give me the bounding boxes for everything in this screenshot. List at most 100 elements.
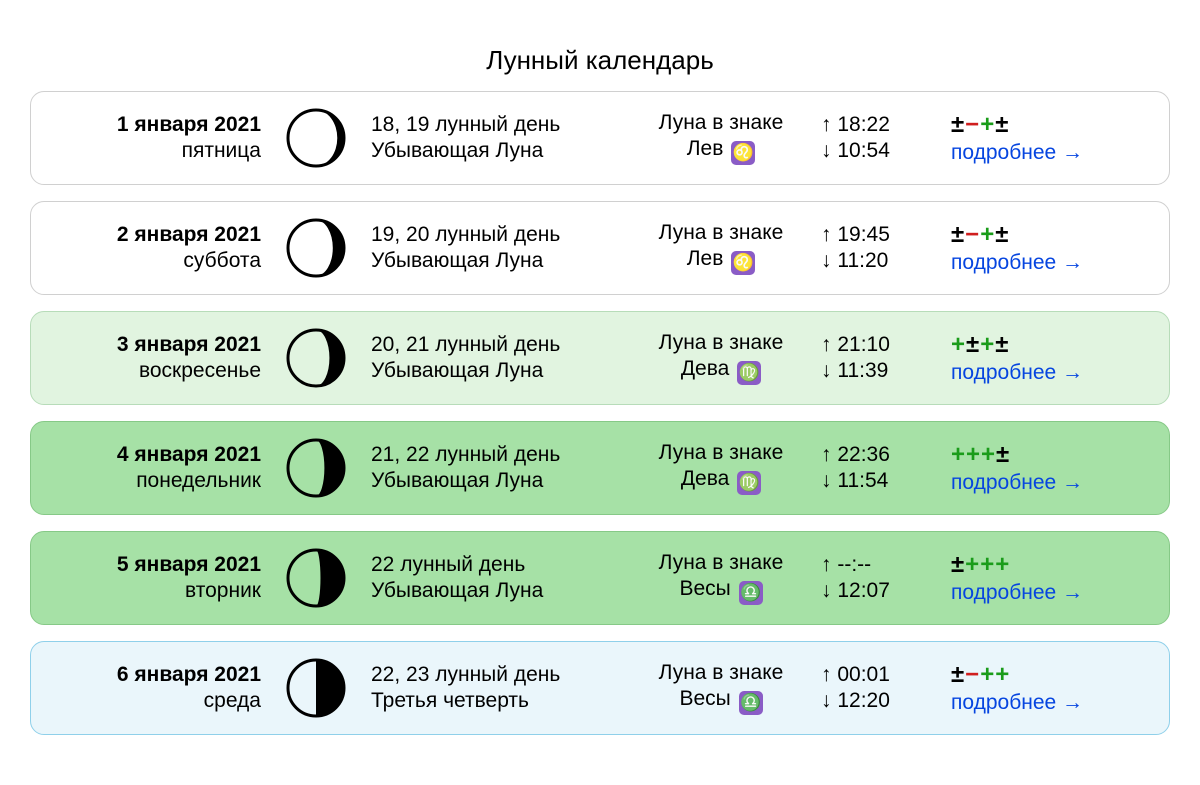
- times-column: ↑ 18:22 ↓ 10:54: [821, 113, 941, 163]
- sign-label: Луна в знаке: [621, 111, 821, 135]
- sign-label: Луна в знаке: [621, 221, 821, 245]
- up-arrow-icon: ↑: [821, 553, 832, 576]
- moonrise-time: ↑ 00:01: [821, 663, 941, 687]
- more-link[interactable]: подробнее →: [951, 581, 1149, 605]
- rating-symbols: ±+++: [951, 551, 1149, 579]
- sign-label: Луна в знаке: [621, 551, 821, 575]
- more-link[interactable]: подробнее →: [951, 361, 1149, 385]
- up-arrow-icon: ↑: [821, 223, 832, 246]
- more-link[interactable]: подробнее →: [951, 251, 1149, 275]
- date-column: 6 января 2021 среда: [51, 663, 271, 713]
- zodiac-icon: ♌: [731, 141, 755, 165]
- zodiac-icon: ♍: [737, 361, 761, 385]
- sign-label: Луна в знаке: [621, 331, 821, 355]
- sign-column: Луна в знаке Весы ♎: [621, 551, 821, 605]
- lunar-day-text: 20, 21 лунный день: [371, 333, 621, 357]
- phase-text: Убывающая Луна: [371, 469, 621, 493]
- phase-text: Убывающая Луна: [371, 579, 621, 603]
- day-card: 1 января 2021 пятница 18, 19 лунный день…: [30, 91, 1170, 185]
- rating-symbols: ±−+±: [951, 111, 1149, 139]
- arrow-right-icon: →: [1062, 141, 1083, 164]
- rating-symbols: +±+±: [951, 331, 1149, 359]
- more-link[interactable]: подробнее →: [951, 141, 1149, 165]
- rating-symbols: ±−++: [951, 661, 1149, 689]
- moonrise-time: ↑ 19:45: [821, 223, 941, 247]
- weekday-text: суббота: [51, 249, 261, 273]
- zodiac-icon: ♌: [731, 251, 755, 275]
- lunar-column: 22 лунный день Убывающая Луна: [361, 553, 621, 603]
- lunar-day-text: 21, 22 лунный день: [371, 443, 621, 467]
- down-arrow-icon: ↓: [821, 579, 832, 602]
- sign-name: Дева ♍: [621, 357, 821, 385]
- moon-phase-icon: [271, 218, 361, 278]
- rating-symbols: ±−+±: [951, 221, 1149, 249]
- zodiac-icon: ♎: [739, 691, 763, 715]
- moonset-time: ↓ 11:39: [821, 359, 941, 383]
- up-arrow-icon: ↑: [821, 663, 832, 686]
- up-arrow-icon: ↑: [821, 333, 832, 356]
- date-text: 5 января 2021: [51, 553, 261, 577]
- arrow-right-icon: →: [1062, 581, 1083, 604]
- phase-text: Убывающая Луна: [371, 359, 621, 383]
- weekday-text: воскресенье: [51, 359, 261, 383]
- down-arrow-icon: ↓: [821, 139, 832, 162]
- sign-column: Луна в знаке Весы ♎: [621, 661, 821, 715]
- lunar-day-text: 18, 19 лунный день: [371, 113, 621, 137]
- moon-phase-icon: [271, 438, 361, 498]
- zodiac-icon: ♍: [737, 471, 761, 495]
- arrow-right-icon: →: [1062, 251, 1083, 274]
- right-column: +±+± подробнее →: [941, 331, 1149, 385]
- sign-column: Луна в знаке Лев ♌: [621, 221, 821, 275]
- moon-phase-icon: [271, 328, 361, 388]
- right-column: ±−++ подробнее →: [941, 661, 1149, 715]
- moonrise-time: ↑ 21:10: [821, 333, 941, 357]
- date-column: 3 января 2021 воскресенье: [51, 333, 271, 383]
- phase-text: Убывающая Луна: [371, 139, 621, 163]
- date-text: 3 января 2021: [51, 333, 261, 357]
- moonset-time: ↓ 12:07: [821, 579, 941, 603]
- moon-phase-icon: [271, 658, 361, 718]
- day-card: 6 января 2021 среда 22, 23 лунный день Т…: [30, 641, 1170, 735]
- more-link[interactable]: подробнее →: [951, 471, 1149, 495]
- moonset-time: ↓ 11:20: [821, 249, 941, 273]
- sign-label: Луна в знаке: [621, 661, 821, 685]
- date-text: 2 января 2021: [51, 223, 261, 247]
- down-arrow-icon: ↓: [821, 249, 832, 272]
- date-column: 2 января 2021 суббота: [51, 223, 271, 273]
- moon-phase-icon: [271, 108, 361, 168]
- moonrise-time: ↑ --:--: [821, 553, 941, 577]
- times-column: ↑ 19:45 ↓ 11:20: [821, 223, 941, 273]
- down-arrow-icon: ↓: [821, 689, 832, 712]
- sign-name: Дева ♍: [621, 467, 821, 495]
- sign-name: Лев ♌: [621, 247, 821, 275]
- page-title: Лунный календарь: [30, 45, 1170, 76]
- down-arrow-icon: ↓: [821, 469, 832, 492]
- moonset-time: ↓ 12:20: [821, 689, 941, 713]
- sign-label: Луна в знаке: [621, 441, 821, 465]
- lunar-column: 19, 20 лунный день Убывающая Луна: [361, 223, 621, 273]
- date-column: 4 января 2021 понедельник: [51, 443, 271, 493]
- days-list: 1 января 2021 пятница 18, 19 лунный день…: [30, 91, 1170, 735]
- more-link[interactable]: подробнее →: [951, 691, 1149, 715]
- weekday-text: понедельник: [51, 469, 261, 493]
- date-text: 6 января 2021: [51, 663, 261, 687]
- times-column: ↑ 21:10 ↓ 11:39: [821, 333, 941, 383]
- day-card: 5 января 2021 вторник 22 лунный день Убы…: [30, 531, 1170, 625]
- times-column: ↑ 22:36 ↓ 11:54: [821, 443, 941, 493]
- sign-name: Весы ♎: [621, 687, 821, 715]
- weekday-text: вторник: [51, 579, 261, 603]
- date-column: 1 января 2021 пятница: [51, 113, 271, 163]
- moonset-time: ↓ 11:54: [821, 469, 941, 493]
- sign-name: Весы ♎: [621, 577, 821, 605]
- date-column: 5 января 2021 вторник: [51, 553, 271, 603]
- lunar-day-text: 22 лунный день: [371, 553, 621, 577]
- times-column: ↑ 00:01 ↓ 12:20: [821, 663, 941, 713]
- lunar-column: 18, 19 лунный день Убывающая Луна: [361, 113, 621, 163]
- weekday-text: среда: [51, 689, 261, 713]
- date-text: 1 января 2021: [51, 113, 261, 137]
- sign-column: Луна в знаке Лев ♌: [621, 111, 821, 165]
- sign-name: Лев ♌: [621, 137, 821, 165]
- day-card: 4 января 2021 понедельник 21, 22 лунный …: [30, 421, 1170, 515]
- sign-column: Луна в знаке Дева ♍: [621, 331, 821, 385]
- lunar-day-text: 19, 20 лунный день: [371, 223, 621, 247]
